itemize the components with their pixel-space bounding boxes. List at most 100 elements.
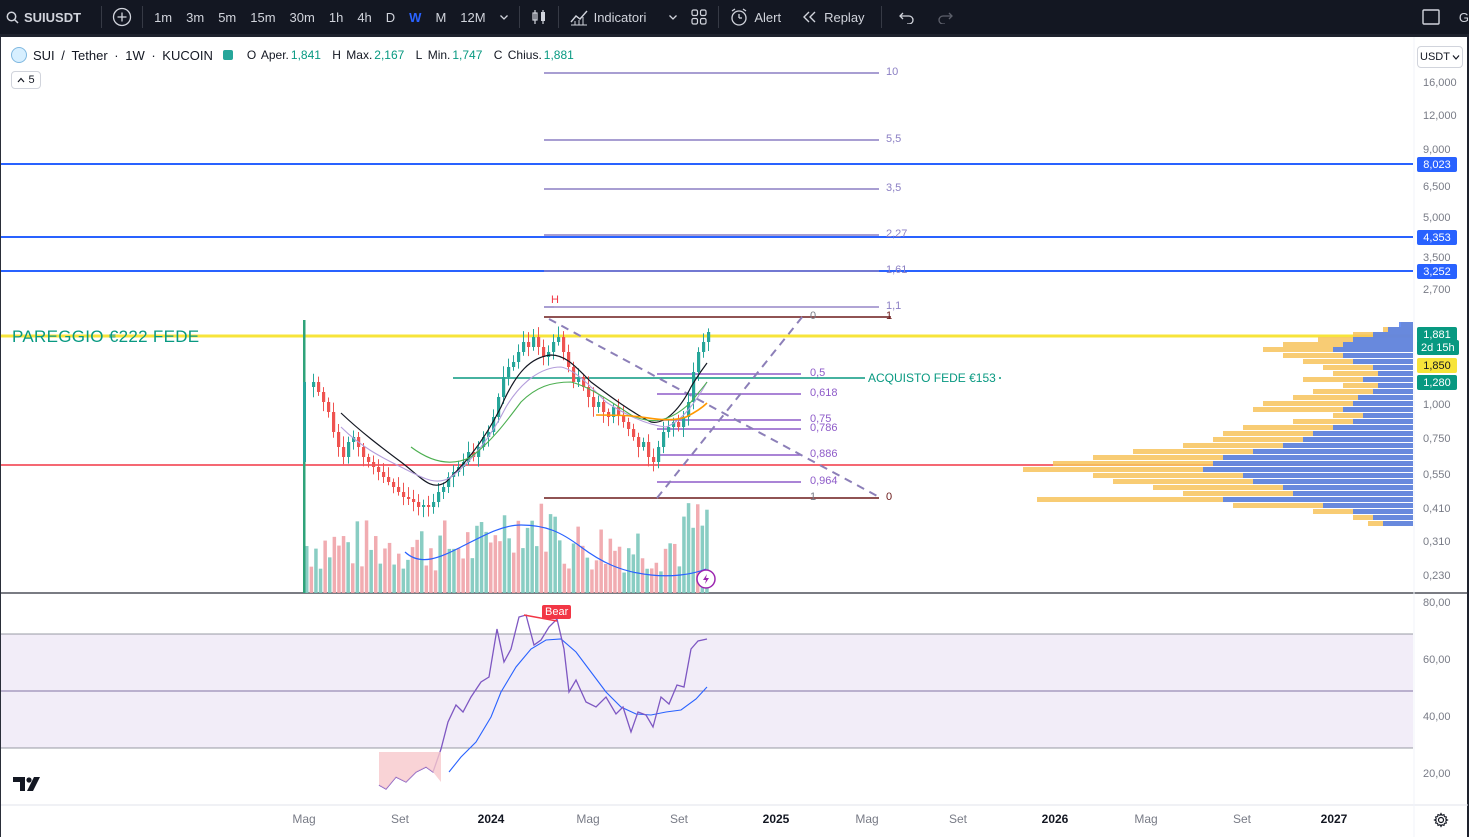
volume-bar xyxy=(498,541,502,593)
candle-body xyxy=(527,342,531,347)
volume-bar xyxy=(581,545,585,593)
candle-body xyxy=(587,387,591,397)
lightning-icon-bolt xyxy=(703,574,709,584)
price-tag: 2d 15h xyxy=(1417,340,1459,355)
close-value: 1,881 xyxy=(543,48,574,62)
chart-area[interactable]: SUI / Tether · 1W · KUCOIN O Aper. 1,841 … xyxy=(0,37,1468,837)
volume-bar xyxy=(613,550,617,593)
compare-symbol-button[interactable] xyxy=(106,0,138,34)
volume-profile-bar xyxy=(1378,371,1413,376)
volume-bar xyxy=(383,548,387,593)
toolbar-divider xyxy=(101,6,103,28)
fib-retracement-label: 0,5 xyxy=(810,367,826,379)
volume-bar xyxy=(452,548,456,593)
replay-button[interactable]: Replay xyxy=(795,0,870,34)
rsi-ma-line xyxy=(448,638,708,773)
acquisto-label[interactable]: ACQUISTO FEDE €153 xyxy=(865,371,999,385)
timeframe-3m-button[interactable]: 3m xyxy=(186,9,205,25)
volume-bar xyxy=(516,520,521,593)
layout-templates-button[interactable] xyxy=(684,0,714,34)
volume-bar xyxy=(617,546,622,593)
symbol-search-button[interactable]: SUIUSDT xyxy=(0,0,87,34)
price-tag: 1,850 xyxy=(1417,358,1457,373)
indicators-button[interactable]: Indicatori xyxy=(563,0,653,34)
price-axis-label: 0,310 xyxy=(1423,536,1451,548)
time-axis-label: 2026 xyxy=(1041,812,1069,826)
candle-body xyxy=(332,412,336,432)
volume-bar xyxy=(530,520,534,593)
candle-body xyxy=(542,347,546,357)
timeframe-4h-button[interactable]: 4h xyxy=(357,9,372,25)
volume-profile-bar xyxy=(1353,419,1413,424)
candle-body xyxy=(622,415,626,422)
fib-extension-label: 10 xyxy=(886,66,899,78)
timeframe-30m-button[interactable]: 30m xyxy=(289,9,315,25)
price-axis-label: 6,500 xyxy=(1423,181,1451,193)
candle-body xyxy=(377,467,381,472)
candle-body xyxy=(322,392,326,402)
open-value: 1,841 xyxy=(290,48,321,62)
volume-profile-bar xyxy=(1373,332,1413,337)
lightning-icon xyxy=(696,569,716,589)
candle-body xyxy=(372,462,376,467)
indicators-toggle[interactable]: 5 xyxy=(11,71,41,89)
volume-profile-bar xyxy=(1333,371,1413,376)
chart-canvas[interactable] xyxy=(1,37,1468,837)
indicators-dropdown[interactable] xyxy=(662,0,684,34)
bear-divergence-label: Bear xyxy=(542,605,572,619)
candle-body xyxy=(577,377,581,382)
volume-bar xyxy=(364,520,369,593)
high-label: H xyxy=(332,48,341,62)
timeframe-d-button[interactable]: D xyxy=(385,9,396,25)
volume-profile-bar xyxy=(1253,479,1413,484)
fib-retracement-label: 1 xyxy=(810,491,817,503)
volume-bar xyxy=(682,516,686,593)
volume-bar xyxy=(654,562,659,593)
timeframe-1m-button[interactable]: 1m xyxy=(154,9,173,25)
candle-body xyxy=(387,477,391,482)
timeframe-12m-button[interactable]: 12M xyxy=(460,9,486,25)
candle-body xyxy=(532,337,536,347)
fib-retracement-label: 0,886 xyxy=(810,448,838,460)
candle-body xyxy=(367,457,371,462)
legend-separator: / xyxy=(57,47,69,63)
fib-retracement-label: 0,964 xyxy=(810,475,838,487)
undo-button[interactable] xyxy=(892,0,922,34)
fib-extension-label: 0 xyxy=(886,491,893,503)
gear-icon[interactable] xyxy=(1433,812,1449,833)
candle-body xyxy=(507,367,511,377)
currency-select[interactable]: USDT xyxy=(1417,46,1463,68)
candle-body xyxy=(442,487,446,492)
volume-profile-bar xyxy=(1353,359,1413,364)
volume-bar xyxy=(705,509,709,593)
toolbar-right-clipped[interactable]: G xyxy=(1458,9,1469,25)
currency-value: USDT xyxy=(1420,51,1450,63)
pareggio-label[interactable]: PAREGGIO €222 FEDE xyxy=(12,327,200,346)
candle-body xyxy=(617,407,621,415)
candle-body xyxy=(337,432,341,447)
chart-type-button[interactable] xyxy=(524,0,554,34)
fullscreen-button[interactable] xyxy=(1415,0,1447,34)
replay-label: Replay xyxy=(824,9,865,25)
volume-profile-bar xyxy=(1203,467,1413,472)
candle-body xyxy=(397,487,401,492)
timeframe-5m-button[interactable]: 5m xyxy=(218,9,237,25)
timeframe-1h-button[interactable]: 1h xyxy=(328,9,344,25)
timeframe-w-button[interactable]: W xyxy=(409,9,422,25)
volume-profile-bar xyxy=(1333,425,1413,430)
toolbar-divider xyxy=(880,6,882,28)
timeframe-15m-button[interactable]: 15m xyxy=(250,9,276,25)
volume-profile-bar xyxy=(1323,365,1413,370)
volume-bar xyxy=(567,568,571,593)
volume-profile-bar xyxy=(1303,437,1413,442)
volume-bar xyxy=(447,548,452,593)
candle-body xyxy=(477,447,481,457)
price-axis-label: 2,700 xyxy=(1423,284,1451,296)
timeframe-dropdown[interactable] xyxy=(493,0,515,34)
tradingview-logo[interactable] xyxy=(13,775,45,798)
redo-button[interactable] xyxy=(930,0,960,34)
timeframe-m-button[interactable]: M xyxy=(435,9,447,25)
fib-extension-label: 1,1 xyxy=(886,300,902,312)
candle-body xyxy=(702,342,706,352)
alert-button[interactable]: Alert xyxy=(723,0,787,34)
